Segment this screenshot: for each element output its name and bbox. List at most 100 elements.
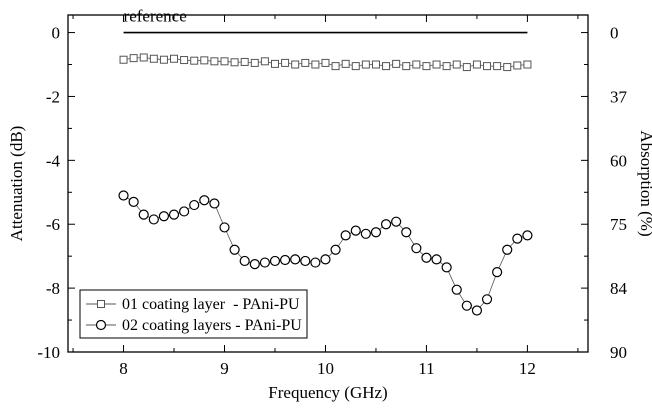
data-point-square	[462, 63, 471, 72]
data-point-square	[119, 55, 128, 64]
data-point-square	[129, 54, 138, 63]
data-point-square	[210, 57, 219, 66]
y2-axis-title: Absorption (%)	[637, 130, 652, 236]
y2-tick-label: 84	[610, 279, 628, 298]
y2-tick-label: 75	[610, 215, 627, 234]
x-axis-title: Frequency (GHz)	[268, 383, 387, 402]
data-point-circle	[522, 230, 533, 241]
reference-label: reference	[124, 6, 187, 25]
data-point-circle	[269, 255, 281, 267]
data-point-square	[341, 59, 350, 68]
x-tick-label: 11	[418, 359, 434, 378]
x-tick-label: 8	[119, 359, 128, 378]
data-point-square	[361, 60, 370, 69]
data-point-circle	[451, 284, 462, 295]
data-point-square	[331, 62, 340, 71]
data-point-square	[493, 62, 502, 71]
data-point-circle	[320, 254, 331, 265]
data-point-circle	[380, 219, 392, 230]
series-2	[118, 190, 533, 316]
data-point-circle	[340, 230, 351, 241]
data-point-square	[432, 60, 441, 69]
legend-label-series-1: 01 coating layer - PAni-PU	[122, 296, 300, 313]
data-point-circle	[431, 254, 442, 265]
data-point-square	[472, 60, 481, 69]
data-point-square	[321, 58, 330, 67]
data-point-square	[260, 57, 269, 66]
data-point-square	[230, 58, 239, 67]
x-tick-label: 9	[220, 359, 229, 378]
data-point-square	[139, 53, 148, 62]
y2-tick-label: 60	[610, 151, 627, 170]
data-point-square	[382, 62, 391, 71]
data-point-circle	[128, 196, 139, 207]
data-point-square	[442, 62, 451, 71]
data-point-circle	[330, 244, 341, 255]
data-point-square	[180, 56, 189, 65]
data-point-circle	[350, 225, 361, 236]
legend: 01 coating layer - PAni-PU 02 coating la…	[79, 289, 308, 339]
data-point-circle	[360, 228, 371, 239]
plot-frame	[67, 14, 589, 353]
plot-border	[67, 14, 589, 353]
data-point-circle	[219, 222, 230, 233]
y-tick-label: 0	[52, 24, 61, 43]
data-point-square	[250, 58, 259, 67]
data-point-circle	[118, 190, 129, 201]
y-tick-label: -8	[46, 279, 60, 298]
data-point-circle	[239, 255, 250, 267]
data-point-circle	[441, 262, 452, 273]
data-point-square	[422, 62, 431, 71]
data-point-circle	[300, 255, 311, 267]
data-point-square	[513, 61, 522, 70]
data-point-circle	[148, 214, 159, 225]
data-point-circle	[179, 206, 190, 217]
data-point-square	[402, 62, 411, 71]
data-point-square	[452, 60, 461, 69]
series-marks	[118, 31, 533, 316]
data-point-circle	[481, 294, 493, 305]
data-point-circle	[421, 252, 432, 263]
data-point-square	[523, 60, 532, 69]
data-point-square	[281, 58, 290, 67]
data-point-circle	[401, 227, 412, 238]
data-point-circle	[138, 209, 149, 220]
data-point-square	[159, 55, 168, 64]
legend-box	[79, 289, 308, 339]
data-point-square	[170, 54, 179, 63]
x-tick-label: 12	[519, 359, 536, 378]
y2-tick-label: 90	[610, 343, 627, 362]
data-point-square	[351, 62, 360, 71]
x-tick-label: 10	[317, 359, 334, 378]
data-point-circle	[512, 233, 523, 244]
data-point-square	[392, 59, 401, 68]
y2-tick-label: 0	[610, 24, 619, 43]
data-point-circle	[370, 227, 382, 238]
data-point-circle	[471, 305, 483, 316]
data-point-square	[301, 58, 310, 67]
data-point-circle	[199, 195, 210, 206]
data-point-square	[220, 57, 229, 66]
data-point-square	[503, 63, 512, 72]
data-point-square	[291, 60, 300, 69]
axis-ticks: 8 9 10 11 12 0 -2 -4 -6 -8 -10 0 37 60 75 84 90	[37, 15, 628, 378]
data-point-square	[412, 60, 421, 69]
data-point-square	[190, 56, 199, 65]
legend-label-series-2: 02 coating layers - PAni-PU	[122, 317, 302, 334]
data-point-circle	[310, 257, 321, 268]
y-tick-label: -4	[46, 151, 61, 170]
y-axis-title: Attenuation (dB)	[7, 126, 26, 242]
legend-marker-square	[97, 300, 105, 308]
data-point-circle	[411, 243, 422, 254]
y-tick-label: -6	[46, 215, 60, 234]
data-point-square	[149, 54, 158, 63]
data-point-circle	[279, 254, 291, 266]
data-point-square	[240, 57, 249, 66]
data-point-circle	[259, 257, 270, 268]
legend-marker-circle	[95, 319, 107, 331]
data-point-circle	[168, 209, 180, 220]
data-point-square	[270, 59, 279, 68]
data-point-circle	[158, 211, 170, 222]
data-point-square	[371, 60, 380, 69]
